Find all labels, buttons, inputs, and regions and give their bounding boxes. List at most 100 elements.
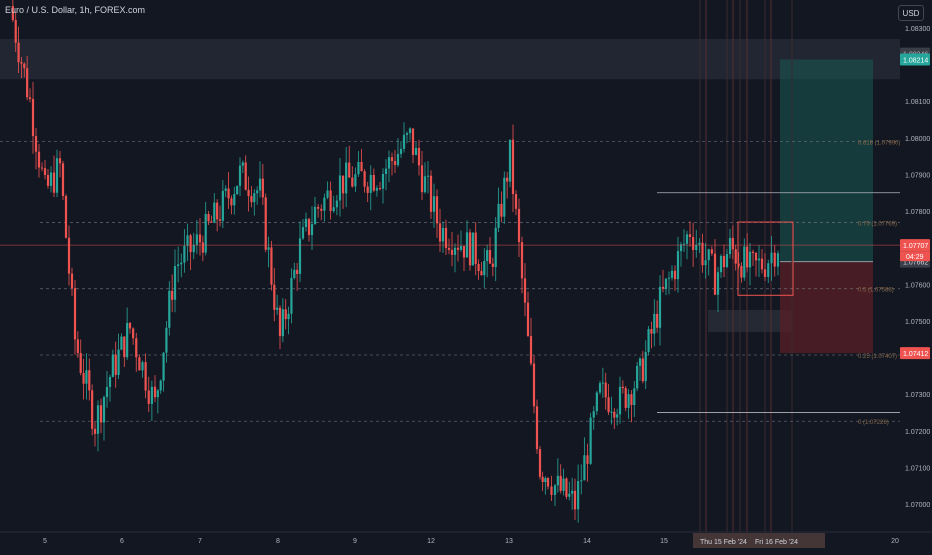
candle-body[interactable] (776, 253, 780, 267)
candle-body[interactable] (444, 227, 448, 249)
candle-body[interactable] (405, 133, 409, 135)
candle-body[interactable] (313, 206, 317, 225)
candle-body[interactable] (264, 197, 267, 250)
candle-body[interactable] (746, 246, 749, 268)
candle-body[interactable] (748, 251, 752, 268)
candle-body[interactable] (589, 417, 592, 464)
candle-body[interactable] (546, 478, 550, 487)
candle-body[interactable] (91, 390, 94, 429)
candle-body[interactable] (390, 157, 394, 162)
candle-body[interactable] (664, 278, 668, 289)
candle-body[interactable] (633, 388, 636, 406)
candle-body[interactable] (704, 260, 707, 266)
candle-body[interactable] (46, 174, 50, 186)
candle-body[interactable] (159, 380, 162, 391)
candle-body[interactable] (417, 147, 421, 166)
candle-body[interactable] (610, 411, 613, 413)
candle-body[interactable] (375, 188, 379, 191)
candle-body[interactable] (550, 486, 553, 496)
candle-body[interactable] (37, 151, 41, 168)
candle-body[interactable] (598, 383, 602, 393)
candle-body[interactable] (76, 339, 79, 354)
candle-body[interactable] (224, 188, 227, 191)
candle-body[interactable] (511, 139, 515, 195)
candle-body[interactable] (716, 272, 720, 295)
candle-body[interactable] (751, 251, 755, 253)
candle-body[interactable] (168, 290, 171, 328)
candle-body[interactable] (429, 175, 433, 212)
candle-body[interactable] (488, 250, 492, 264)
candle-body[interactable] (737, 263, 740, 267)
candle-body[interactable] (281, 309, 284, 337)
candle-body[interactable] (767, 263, 770, 277)
candle-body[interactable] (180, 262, 183, 265)
candle-body[interactable] (360, 161, 363, 172)
candle-body[interactable] (233, 194, 236, 206)
candle-body[interactable] (682, 243, 686, 245)
candle-body[interactable] (210, 221, 213, 223)
candle-body[interactable] (653, 313, 656, 334)
candle-body[interactable] (541, 476, 544, 483)
candle-body[interactable] (238, 165, 242, 186)
candle-body[interactable] (604, 382, 607, 398)
candle-body[interactable] (162, 352, 165, 381)
candle-body[interactable] (658, 286, 662, 328)
candle-body[interactable] (329, 190, 332, 212)
candle-body[interactable] (408, 128, 412, 134)
candle-body[interactable] (387, 157, 391, 169)
candle-body[interactable] (351, 177, 354, 187)
candle-body[interactable] (332, 207, 335, 212)
candle-body[interactable] (573, 490, 577, 510)
candle-body[interactable] (734, 249, 737, 264)
candle-body[interactable] (55, 158, 59, 193)
candle-body[interactable] (378, 188, 382, 190)
candle-body[interactable] (88, 370, 91, 391)
candle-body[interactable] (284, 309, 287, 320)
candle-body[interactable] (345, 162, 348, 194)
candle-body[interactable] (241, 162, 244, 166)
candle-body[interactable] (432, 196, 436, 212)
candle-body[interactable] (500, 203, 503, 217)
candle-body[interactable] (508, 139, 512, 182)
candle-body[interactable] (529, 336, 533, 364)
candle-body[interactable] (198, 234, 202, 243)
candle-body[interactable] (102, 397, 106, 423)
candle-body[interactable] (216, 202, 219, 220)
candle-body[interactable] (423, 176, 427, 193)
candle-body[interactable] (592, 411, 595, 418)
candle-body[interactable] (64, 195, 68, 238)
candle-body[interactable] (49, 172, 53, 186)
candle-body[interactable] (34, 136, 38, 152)
candle-body[interactable] (132, 328, 135, 339)
candle-body[interactable] (31, 99, 35, 137)
candle-body[interactable] (23, 63, 26, 69)
candle-body[interactable] (256, 190, 259, 194)
candle-body[interactable] (230, 198, 233, 206)
candle-body[interactable] (468, 232, 472, 266)
candle-body[interactable] (757, 258, 761, 261)
candle-body[interactable] (61, 163, 65, 196)
candle-body[interactable] (447, 248, 451, 250)
candle-body[interactable] (450, 249, 454, 255)
candle-body[interactable] (171, 290, 174, 300)
candle-body[interactable] (695, 244, 698, 251)
candle-body[interactable] (218, 219, 222, 221)
candle-body[interactable] (568, 493, 571, 497)
candle-body[interactable] (459, 245, 463, 250)
candle-body[interactable] (438, 223, 442, 242)
candle-body[interactable] (165, 327, 168, 353)
candle-body[interactable] (369, 174, 372, 193)
candle-body[interactable] (601, 382, 604, 384)
candle-body[interactable] (630, 394, 633, 406)
symbol-title[interactable]: Euro / U.S. Dollar, 1h, FOREX.com (5, 5, 146, 15)
candle-body[interactable] (261, 178, 264, 198)
candle-body[interactable] (135, 338, 138, 358)
candle-body[interactable] (221, 190, 224, 221)
candle-body[interactable] (384, 168, 388, 175)
candle-body[interactable] (773, 252, 776, 267)
candle-body[interactable] (326, 190, 329, 198)
candle-body[interactable] (138, 357, 141, 371)
currency-selector[interactable]: USD (898, 5, 924, 21)
candle-body[interactable] (707, 249, 710, 261)
candle-body[interactable] (535, 406, 539, 450)
